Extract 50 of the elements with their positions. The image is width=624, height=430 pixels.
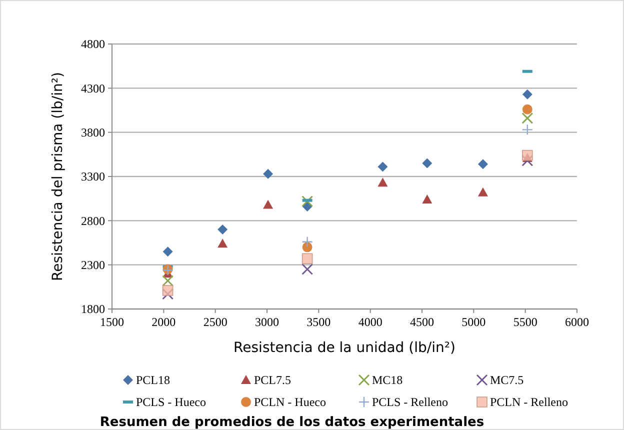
x-axis-title: Resistencia de la unidad (lb/in²) [234, 340, 456, 356]
y-tick-label: 4800 [81, 37, 105, 52]
y-tick-label: 2800 [81, 214, 105, 228]
point [218, 224, 228, 234]
point [522, 124, 533, 136]
y-tick-label: 3300 [81, 170, 105, 184]
x-tick-label: 5000 [462, 315, 486, 329]
legend-label: PCL18 [136, 373, 170, 388]
point [263, 168, 274, 179]
point [422, 194, 432, 204]
point [378, 162, 388, 172]
x-tick-label: 3500 [306, 315, 331, 329]
point [162, 246, 173, 257]
legend-label: MC7.5 [490, 373, 524, 388]
x-tick-label: 4000 [358, 315, 382, 329]
legend-label: PCLN - Hueco [254, 395, 326, 410]
y-tick-label: 3800 [81, 126, 105, 140]
point [162, 285, 174, 296]
y-tick-label: 1800 [81, 302, 105, 316]
point [422, 158, 432, 168]
point [162, 274, 174, 286]
point [302, 195, 314, 207]
point [478, 187, 488, 196]
text: Resumen de promedios de los datos experimentales [100, 415, 484, 430]
point [218, 238, 228, 248]
point [302, 236, 313, 248]
y-tick-label: 2300 [81, 258, 105, 272]
point [302, 264, 314, 275]
legend-label: MC18 [372, 373, 403, 388]
x-tick-label: 5500 [513, 315, 538, 329]
y-tick-label: 4300 [81, 81, 105, 96]
x-tick-label: 1500 [100, 315, 124, 329]
point [263, 200, 274, 209]
point [522, 104, 532, 114]
legend-label: PCL7.5 [254, 373, 292, 388]
x-tick-label: 2500 [203, 315, 228, 329]
point [522, 89, 532, 100]
point [522, 150, 533, 161]
legend-label: PCLN - Relleno [490, 395, 568, 410]
legend-label: PCLS - Relleno [372, 395, 448, 410]
x-tick-label: 6000 [565, 315, 589, 329]
point [378, 178, 388, 187]
point [522, 112, 534, 124]
x-tick-label: 3000 [255, 315, 279, 329]
x-tick-label: 4500 [410, 315, 434, 329]
legend-label: PCLS - Hueco [136, 395, 206, 410]
y-axis-title: Resistencia del prisma (lb/in²) [50, 72, 66, 281]
point [478, 159, 488, 170]
point [302, 253, 313, 264]
x-tick-label: 2000 [152, 315, 176, 329]
